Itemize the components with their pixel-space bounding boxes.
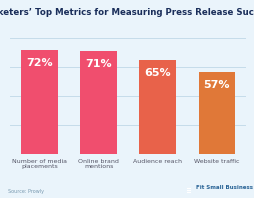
Text: 71%: 71%	[85, 59, 112, 69]
Bar	[81, 51, 117, 154]
Bar	[139, 60, 176, 154]
Text: 65%: 65%	[145, 68, 171, 78]
Text: Fit Small Business: Fit Small Business	[196, 185, 252, 190]
Bar	[21, 50, 58, 154]
Text: 57%: 57%	[204, 80, 230, 90]
Text: Marketers’ Top Metrics for Measuring Press Release Success: Marketers’ Top Metrics for Measuring Pre…	[0, 8, 254, 17]
Text: Source: Prowly: Source: Prowly	[8, 189, 44, 194]
Text: 72%: 72%	[26, 58, 53, 68]
Bar	[199, 72, 235, 154]
